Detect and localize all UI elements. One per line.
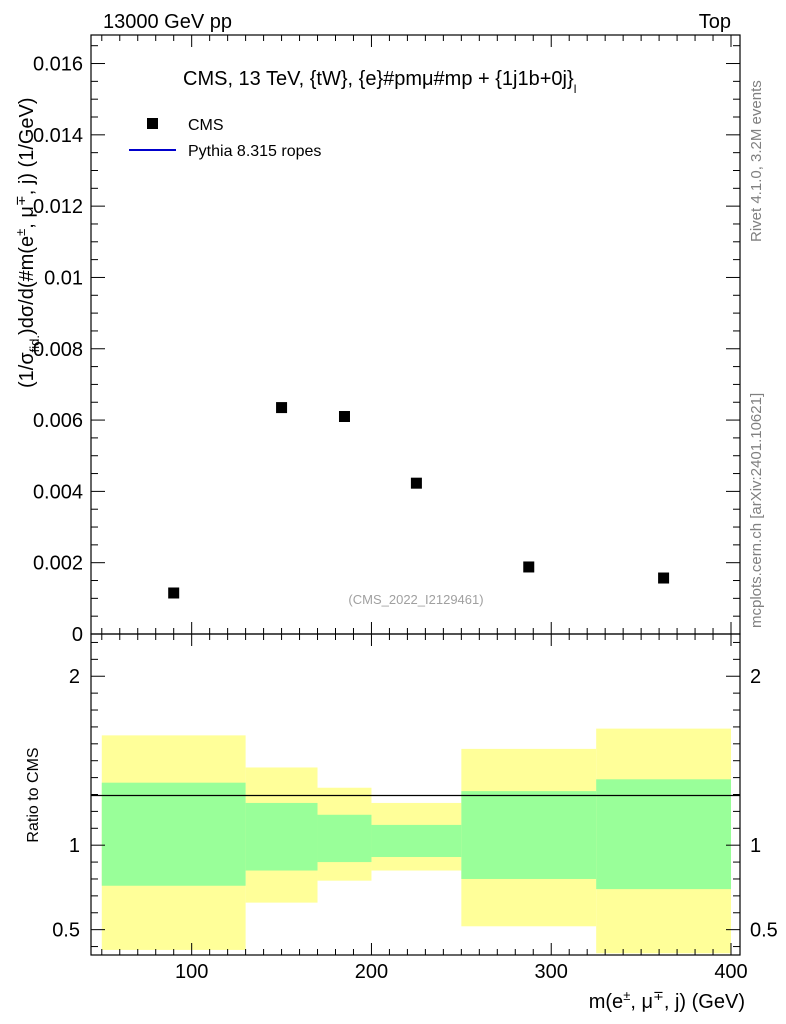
y-label-superscript-1: ± [13,229,28,236]
axis-tick-labels: 100 200 300 400 0 0.002 0.004 0.006 0.008 0.01 0.0… [33,54,778,983]
axis-ticks [91,35,740,955]
x-label-superscript-1: ± [623,988,630,1003]
y-tick-label: 0.014 [33,125,83,147]
cms-data-point [523,561,535,573]
analysis-watermark: (CMS_2022_I2129461) [348,592,483,607]
rivet-version-label: Rivet 4.1.0, 3.2M events [748,80,765,242]
y-tick-label: 0.004 [33,481,83,503]
legend-cms-label: CMS [188,117,224,134]
plot-title-text: CMS, 13 TeV, {tW}, {e}#pmμ#mp + {1j1b+0j… [183,68,574,90]
x-tick-label: 300 [535,961,568,983]
y-label-subscript: fid. [27,335,42,352]
y-label-part-c: , μ [16,206,38,229]
y-label-superscript-2: ∓ [13,195,28,206]
cms-data-markers [168,402,670,599]
cms-data-point [168,587,180,599]
y-tick-label: 0.006 [33,410,83,432]
ratio-inner-band [596,779,732,890]
x-tick-label: 200 [355,961,388,983]
y-tick-label: 0.016 [33,54,83,76]
x-tick-label: 100 [175,961,208,983]
y-label-part-d: , j) (1/GeV) [16,97,38,195]
ratio-y-tick-label-right: 1 [750,835,761,857]
main-y-axis-label: (1/σfid.)dσ/d(#m(e±, μ∓, j) (1/GeV) [13,97,42,388]
header-left-label: 13000 GeV pp [103,11,232,33]
ratio-inner-band [317,814,372,863]
ratio-y-tick-label-right: 0.5 [750,920,778,942]
y-label-part-a: (1/σ [16,352,38,388]
y-tick-label: 0.008 [33,339,83,361]
ratio-inner-band [101,782,246,886]
x-label-part-b: , μ [630,991,653,1013]
legend-cms-marker [147,118,158,129]
y-tick-label: 0.002 [33,553,83,575]
y-tick-label: 0.012 [33,196,83,218]
legend-pythia-label: Pythia 8.315 ropes [188,143,321,160]
x-axis-label: m(e±, μ∓, j) (GeV) [589,988,745,1013]
ratio-y-tick-label: 1 [69,835,80,857]
x-label-part-c: , j) (GeV) [664,991,745,1013]
cms-data-point [658,572,670,584]
ratio-y-tick-label: 2 [69,666,80,688]
ratio-y-axis-label: Ratio to CMS [25,747,42,842]
ratio-y-tick-label-right: 2 [750,666,761,688]
mcplots-source-label: mcplots.cern.ch [arXiv:2401.10621] [748,393,765,628]
ratio-inner-band [371,824,462,858]
x-label-part-a: m(e [589,991,623,1013]
cms-data-point [410,477,422,489]
plot-title-subscript: l [574,82,577,96]
ratio-uncertainty-bands [101,728,732,954]
plot-title: CMS, 13 TeV, {tW}, {e}#pmμ#mp + {1j1b+0j… [183,68,576,96]
y-tick-label: 0 [72,624,83,646]
ratio-y-tick-label: 0.5 [52,920,80,942]
ratio-inner-band [461,791,597,879]
x-label-superscript-2: ∓ [653,988,664,1003]
y-label-part-b: )dσ/d(#m(e [16,236,38,335]
cms-data-point [338,411,350,423]
x-tick-label: 400 [714,961,747,983]
y-tick-label: 0.01 [44,267,83,289]
cms-data-point [276,402,288,414]
ratio-inner-band [245,802,318,871]
header-right-label: Top [699,11,731,33]
